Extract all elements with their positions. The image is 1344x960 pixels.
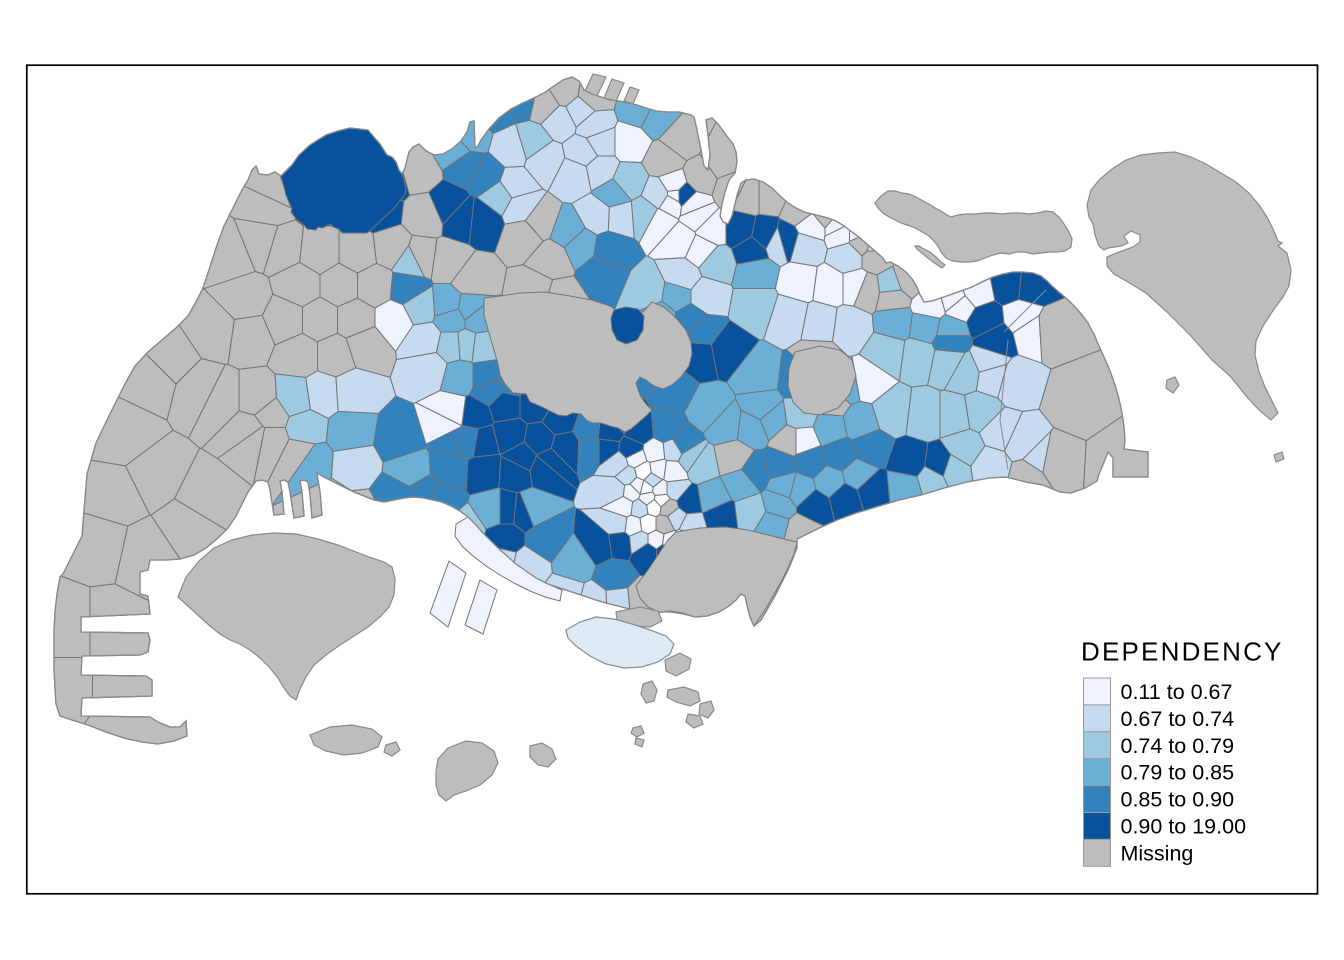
svg-text:0.79 to 0.85: 0.79 to 0.85: [1121, 761, 1235, 785]
svg-text:0.90 to 19.00: 0.90 to 19.00: [1121, 814, 1247, 838]
svg-text:0.67 to 0.74: 0.67 to 0.74: [1121, 707, 1235, 731]
svg-text:DEPENDENCY: DEPENDENCY: [1081, 637, 1284, 667]
svg-text:0.11 to 0.67: 0.11 to 0.67: [1121, 680, 1233, 704]
svg-text:Missing: Missing: [1121, 841, 1194, 865]
svg-text:0.85 to 0.90: 0.85 to 0.90: [1121, 788, 1235, 812]
svg-text:0.74 to 0.79: 0.74 to 0.79: [1121, 734, 1235, 758]
